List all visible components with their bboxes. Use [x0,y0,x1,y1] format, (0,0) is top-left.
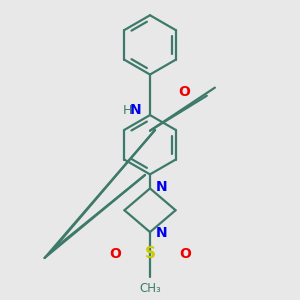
Text: O: O [179,85,190,99]
Text: O: O [179,247,191,261]
Text: S: S [145,246,155,261]
Text: N: N [130,103,141,117]
Text: H: H [122,104,132,117]
Text: N: N [156,226,167,240]
Text: N: N [156,181,167,194]
Text: CH₃: CH₃ [139,282,161,295]
Text: O: O [109,247,121,261]
